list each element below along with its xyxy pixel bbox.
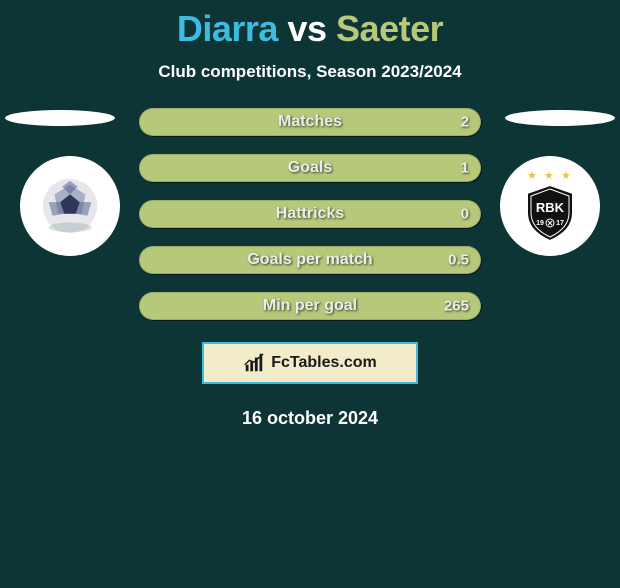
- stat-label: Matches: [278, 113, 342, 131]
- brand-box[interactable]: FcTables.com: [202, 342, 418, 384]
- stat-value-right: 0.5: [448, 252, 469, 269]
- stat-label: Min per goal: [263, 297, 357, 315]
- stat-value-right: 2: [461, 114, 469, 131]
- stat-rows: Matches 2 Goals 1 Hattricks 0 Goals per match 0…: [139, 108, 481, 320]
- player1-disc: [5, 110, 115, 126]
- stat-row: Goals 1: [139, 154, 481, 182]
- brand-text: FcTables.com: [271, 354, 377, 372]
- player2-badge: ★ ★ ★ RBK 19 17: [500, 156, 600, 256]
- stars-icon: ★ ★ ★: [527, 169, 573, 182]
- subtitle: Club competitions, Season 2023/2024: [0, 62, 620, 82]
- stat-label: Goals: [288, 159, 332, 177]
- stat-row: Goals per match 0.5: [139, 246, 481, 274]
- vs-label: vs: [287, 8, 326, 49]
- football-icon: [39, 175, 101, 237]
- stat-value-right: 0: [461, 206, 469, 223]
- content-area: ★ ★ ★ RBK 19 17 Matches 2 Goals 1 Hattricks 0…: [0, 108, 620, 320]
- player1-name: Diarra: [177, 8, 278, 49]
- shield-icon: RBK 19 17: [523, 183, 577, 243]
- svg-text:19: 19: [536, 220, 544, 227]
- stat-row: Min per goal 265: [139, 292, 481, 320]
- chart-icon: [243, 352, 265, 374]
- svg-text:17: 17: [556, 220, 564, 227]
- stat-value-right: 1: [461, 160, 469, 177]
- stat-label: Hattricks: [276, 205, 344, 223]
- rbk-badge: ★ ★ ★ RBK 19 17: [523, 169, 577, 243]
- player2-name: Saeter: [336, 8, 443, 49]
- comparison-title: Diarra vs Saeter: [0, 8, 620, 50]
- stat-row: Hattricks 0: [139, 200, 481, 228]
- player1-badge: [20, 156, 120, 256]
- stat-row: Matches 2: [139, 108, 481, 136]
- player2-disc: [505, 110, 615, 126]
- stat-label: Goals per match: [247, 251, 372, 269]
- svg-text:RBK: RBK: [536, 200, 565, 215]
- stat-value-right: 265: [444, 298, 469, 315]
- date-text: 16 october 2024: [0, 408, 620, 429]
